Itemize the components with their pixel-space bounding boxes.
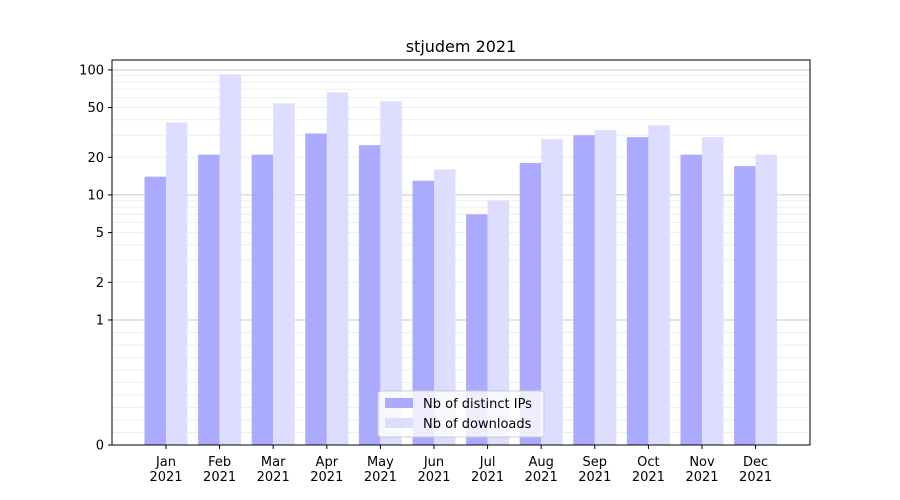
legend-label: Nb of downloads (423, 417, 532, 432)
bar (251, 154, 274, 446)
bar (434, 169, 456, 445)
bar (573, 135, 595, 445)
y-tick-label: 20 (87, 151, 104, 166)
bar (380, 101, 402, 445)
bar (219, 74, 242, 445)
bar (326, 92, 349, 446)
bar (273, 103, 295, 446)
bar (680, 154, 702, 446)
y-tick-label: 10 (87, 188, 104, 203)
legend-swatch (385, 418, 413, 428)
bar (466, 214, 488, 445)
bar (702, 137, 724, 445)
x-tick-label: Aug 2021 (525, 455, 558, 485)
y-tick-label: 1 (96, 313, 104, 328)
x-tick-label: Jan 2021 (149, 455, 182, 485)
x-tick-label: Mar 2021 (257, 455, 290, 485)
x-tick-label: Oct 2021 (632, 455, 665, 485)
y-tick-label: 0 (96, 439, 104, 454)
bar (541, 139, 563, 445)
x-tick-label: May 2021 (364, 455, 397, 485)
y-tick-label: 100 (79, 63, 104, 78)
x-tick-label: Nov 2021 (685, 455, 718, 485)
bar (626, 137, 649, 445)
x-tick-label: Jul 2021 (471, 455, 504, 485)
x-axis: Jan 2021 Feb 2021 Mar 2021 Apr 2021 May 2021 Jun 20… (149, 445, 772, 485)
x-tick-label: Dec 2021 (739, 455, 772, 485)
bar (166, 122, 188, 445)
legend-label: Nb of distinct IPs (423, 397, 532, 412)
bar (487, 200, 510, 445)
legend: Nb of distinct IPs Nb of downloads (377, 390, 545, 438)
x-tick-label: Feb 2021 (203, 455, 236, 485)
bar (144, 176, 166, 445)
bar (648, 125, 670, 445)
legend-box (377, 390, 545, 438)
y-axis: 0 1 2 5 10 20 50 100 (79, 63, 112, 454)
bar (734, 166, 756, 445)
bar (755, 154, 778, 446)
bars (144, 74, 778, 446)
x-tick-label: Sep 2021 (578, 455, 611, 485)
bar (358, 145, 381, 445)
bar (412, 180, 434, 445)
bar (305, 133, 327, 445)
bar (594, 130, 617, 445)
legend-swatch (385, 398, 413, 408)
x-tick-label: Jun 2021 (417, 455, 450, 485)
bar (519, 163, 542, 445)
y-tick-label: 5 (96, 226, 104, 241)
y-tick-label: 50 (87, 101, 104, 116)
y-tick-label: 2 (96, 276, 104, 291)
plot-frame (111, 59, 811, 446)
x-tick-label: Apr 2021 (310, 455, 343, 485)
bar (198, 154, 220, 446)
chart-title: stjudem 2021 (406, 37, 517, 56)
